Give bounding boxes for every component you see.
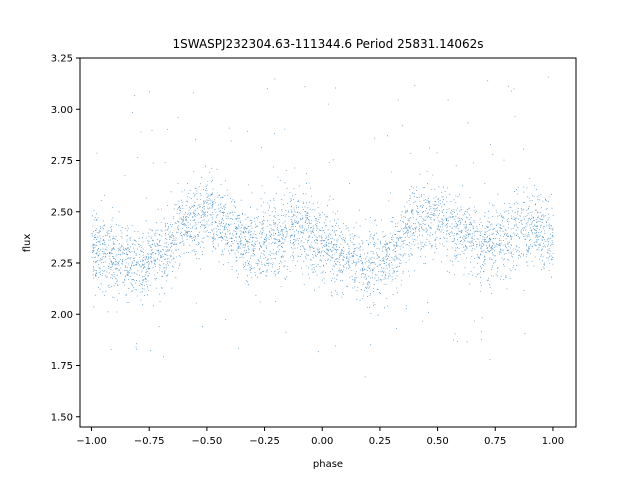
x-tick-label: −0.25 bbox=[249, 436, 280, 447]
x-axis-label: phase bbox=[313, 459, 343, 470]
y-tick-label: 1.50 bbox=[51, 412, 73, 423]
x-tick-label: 0.75 bbox=[484, 436, 506, 447]
y-tick-label: 3.25 bbox=[51, 54, 73, 65]
x-tick-label: 0.25 bbox=[369, 436, 391, 447]
y-tick-label: 2.25 bbox=[51, 259, 73, 270]
y-axis-ticks: 1.50 1.75 2.00 2.25 2.50 2.75 3.00 3.25 bbox=[51, 54, 80, 423]
scatter-point bbox=[91, 76, 554, 378]
x-tick-label: 0.00 bbox=[311, 436, 333, 447]
x-tick-label: −0.75 bbox=[134, 436, 165, 447]
y-tick-label: 2.00 bbox=[51, 310, 73, 321]
x-tick-label: −1.00 bbox=[76, 436, 107, 447]
y-tick-label: 2.50 bbox=[51, 207, 73, 218]
plot-frame bbox=[79, 57, 577, 428]
y-tick-label: 2.75 bbox=[51, 156, 73, 167]
y-tick-label: 1.75 bbox=[51, 361, 73, 372]
x-tick-label: −0.50 bbox=[192, 436, 223, 447]
x-tick-label: 1.00 bbox=[542, 436, 564, 447]
y-axis-label: flux bbox=[22, 234, 33, 253]
y-tick-label: 3.00 bbox=[51, 105, 73, 116]
x-axis-ticks: −1.00 −0.75 −0.50 −0.25 0.00 0.25 0.50 0.75 1.00 bbox=[76, 427, 564, 447]
data-points bbox=[91, 76, 554, 378]
chart-title: 1SWASPJ232304.63-111344.6 Period 25831.1… bbox=[172, 37, 483, 51]
x-tick-label: 0.50 bbox=[426, 436, 448, 447]
